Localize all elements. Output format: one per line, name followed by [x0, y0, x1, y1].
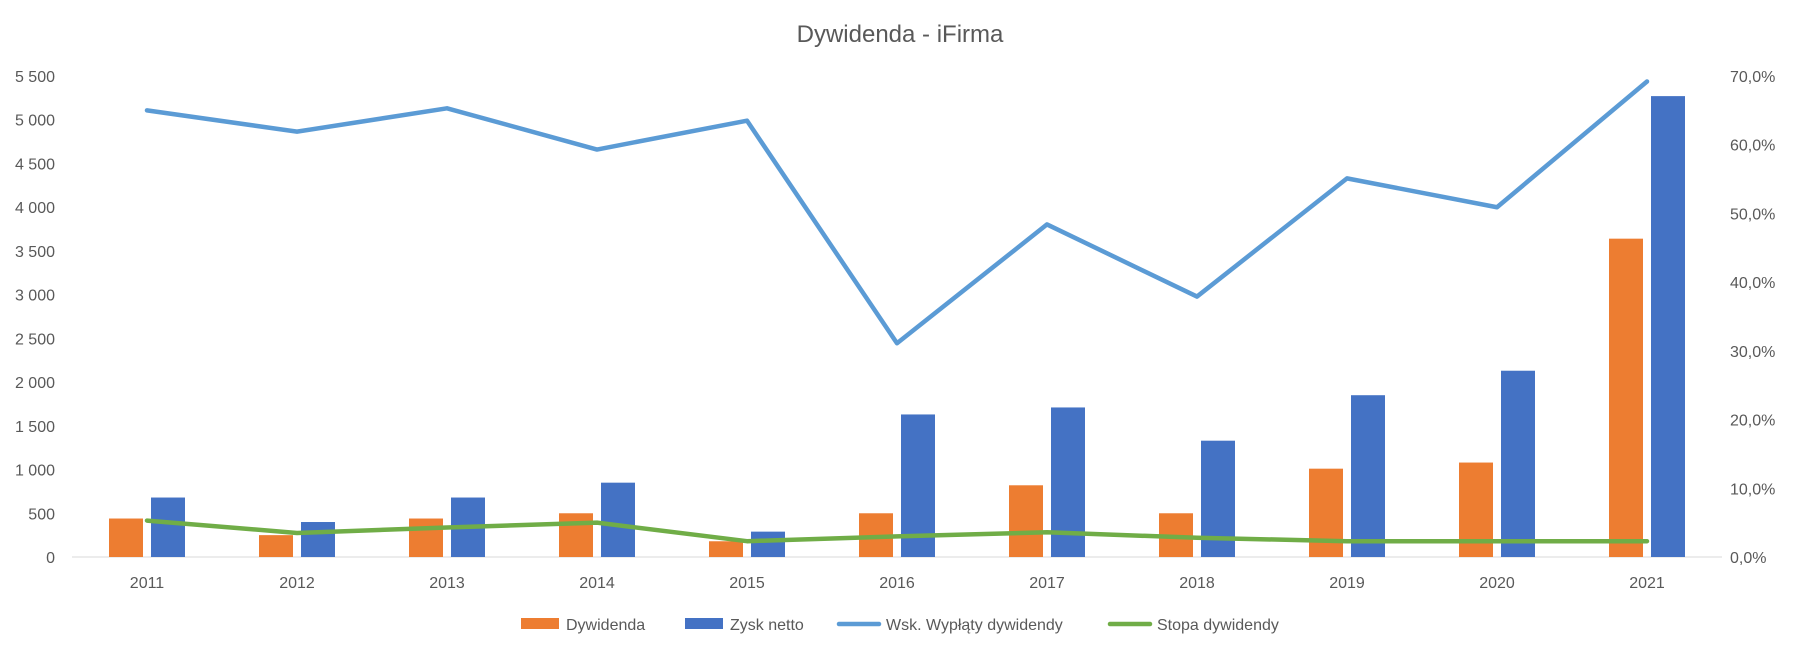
bar-dywidenda: [709, 541, 743, 557]
bar-dywidenda: [1309, 468, 1343, 557]
legend-label: Stopa dywidendy: [1157, 617, 1279, 634]
y-left-tick-label: 2 000: [15, 375, 55, 392]
x-tick-label: 2011: [130, 575, 165, 592]
y-right-tick-label: 70,0%: [1730, 69, 1775, 86]
y-right-tick-label: 40,0%: [1730, 275, 1775, 292]
x-tick-label: 2017: [1029, 575, 1065, 592]
bar-zysk-netto: [1351, 395, 1385, 557]
bar-dywidenda: [1009, 485, 1043, 557]
y-left-tick-label: 4 000: [15, 200, 55, 217]
x-tick-label: 2018: [1179, 575, 1215, 592]
y-left-tick-label: 5 500: [15, 69, 55, 86]
line-wsk-wyp-ty-dywidendy: [144, 79, 1650, 346]
legend-label: Dywidenda: [566, 617, 645, 634]
y-right-tick-label: 30,0%: [1730, 344, 1775, 361]
bar-zysk-netto: [601, 482, 635, 557]
x-tick-label: 2016: [879, 575, 915, 592]
legend: Dywidenda Zysk netto Wsk. Wypłąty dywidend…: [521, 617, 1279, 634]
y-left-tick-label: 5 000: [15, 113, 55, 130]
y-left-tick-label: 3 000: [15, 288, 55, 305]
y-right-tick-label: 20,0%: [1730, 413, 1775, 430]
x-tick-label: 2015: [729, 575, 765, 592]
legend-swatch: [521, 618, 559, 629]
bar-dywidenda: [109, 518, 143, 557]
bar-zysk-netto: [301, 522, 335, 557]
x-tick-label: 2013: [429, 575, 465, 592]
bars: [109, 96, 1685, 557]
axes: 0 500 1 000 1 500 2 000 2 500 3 000 3 500 4 000 4…: [15, 69, 1775, 592]
y-right-tick-label: 0,0%: [1730, 550, 1766, 567]
legend-label: Wsk. Wypłąty dywidendy: [886, 617, 1063, 634]
bar-dywidenda: [259, 535, 293, 557]
legend-label: Zysk netto: [730, 617, 804, 634]
y-left-tick-label: 1 500: [15, 419, 55, 436]
bar-dywidenda: [409, 518, 443, 557]
chart-title: Dywidenda - iFirma: [797, 21, 1004, 48]
x-tick-label: 2012: [279, 575, 315, 592]
lines: [144, 79, 1650, 544]
bar-dywidenda: [1609, 238, 1643, 557]
y-left-tick-label: 0: [46, 550, 55, 567]
bar-zysk-netto: [151, 497, 185, 557]
x-tick-label: 2021: [1629, 575, 1665, 592]
x-tick-label: 2020: [1479, 575, 1515, 592]
bar-dywidenda: [559, 513, 593, 557]
legend-swatch: [685, 618, 723, 629]
bar-zysk-netto: [751, 531, 785, 557]
y-right-tick-label: 10,0%: [1730, 481, 1775, 498]
y-left-tick-label: 2 500: [15, 331, 55, 348]
y-left-tick-label: 3 500: [15, 244, 55, 261]
y-left-tick-label: 500: [28, 506, 55, 523]
bar-zysk-netto: [901, 414, 935, 557]
x-tick-label: 2014: [579, 575, 615, 592]
y-left-tick-label: 4 500: [15, 156, 55, 173]
bar-zysk-netto: [1501, 370, 1535, 557]
y-right-tick-label: 60,0%: [1730, 138, 1775, 155]
x-tick-label: 2019: [1329, 575, 1365, 592]
y-left-tick-label: 1 000: [15, 463, 55, 480]
y-right-tick-label: 50,0%: [1730, 206, 1775, 223]
line-stopa-dywidendy: [144, 518, 1650, 544]
bar-zysk-netto: [1651, 96, 1685, 557]
